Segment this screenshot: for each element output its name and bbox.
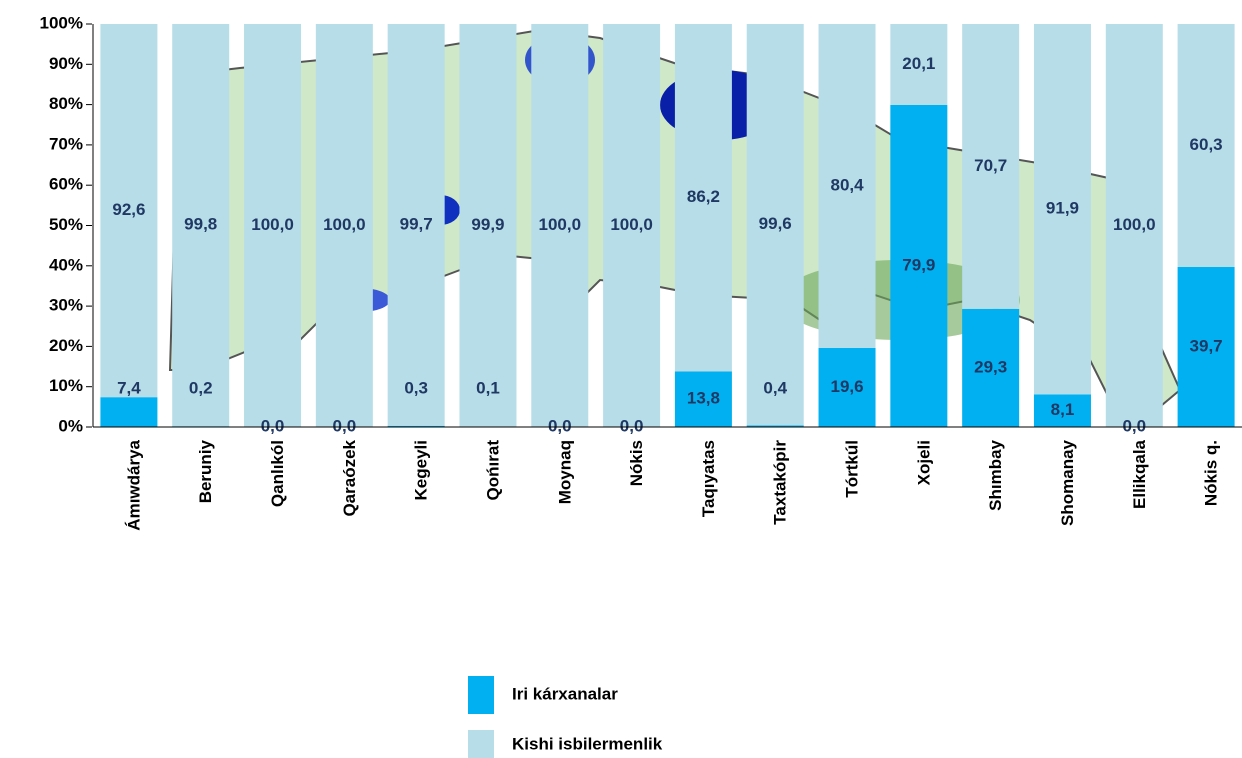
value-label: 92,6: [112, 200, 145, 219]
bar-segment: [962, 24, 1020, 309]
value-label: 20,1: [902, 54, 935, 73]
value-label: 99,6: [759, 214, 792, 233]
value-label: 39,7: [1190, 336, 1223, 355]
value-label: 0,0: [333, 416, 357, 435]
legend-label: Iri kárxanalar: [512, 684, 618, 703]
bar-segment: [1105, 24, 1163, 427]
x-tick-label: Xojeli: [914, 440, 933, 485]
x-tick-label: Taqıyatas: [699, 440, 718, 517]
x-tick-label: Qanlıkól: [268, 440, 287, 507]
x-tick-label: Shımbay: [986, 439, 1005, 510]
value-label: 99,8: [184, 215, 217, 234]
bar-segment: [1177, 267, 1235, 427]
value-label: 0,1: [476, 378, 500, 397]
bar-segment: [962, 308, 1020, 427]
x-tick-label: Qońırat: [483, 440, 502, 501]
y-tick-label: 90%: [49, 54, 83, 73]
bar-segment: [315, 24, 373, 427]
x-tick-label: Beruniy: [196, 439, 215, 503]
value-label: 8,1: [1051, 400, 1075, 419]
legend-label: Kishi isbilermenlik: [512, 734, 663, 753]
value-label: 13,8: [687, 389, 720, 408]
bar-segment: [1177, 24, 1235, 268]
bar-segment: [100, 24, 158, 398]
bar-segment: [890, 105, 948, 428]
bar-segment: [890, 24, 948, 106]
x-tick-label: Taxtakópir: [771, 440, 790, 525]
bar-segment: [100, 397, 158, 427]
bar-segment: [459, 24, 517, 427]
bar-segment: [1033, 24, 1091, 395]
value-label: 100,0: [610, 215, 653, 234]
y-tick-label: 70%: [49, 134, 83, 153]
value-label: 100,0: [539, 215, 582, 234]
x-tick-label: Ellikqala: [1130, 439, 1149, 509]
legend-swatch: [468, 676, 494, 714]
x-tick-label: Ámıwdárya: [124, 439, 143, 530]
y-tick-label: 0%: [58, 416, 83, 435]
value-label: 0,0: [261, 416, 285, 435]
y-tick-label: 100%: [40, 13, 83, 32]
value-label: 80,4: [830, 175, 864, 194]
y-tick-label: 60%: [49, 175, 83, 194]
value-label: 0,0: [548, 416, 572, 435]
value-label: 0,0: [1122, 416, 1146, 435]
x-tick-label: Kegeyli: [412, 440, 431, 500]
value-label: 0,2: [189, 378, 213, 397]
bar-segment: [172, 24, 230, 427]
bar-segment: [674, 371, 732, 427]
bar-segment: [603, 24, 661, 427]
x-tick-label: Tórtkúl: [843, 440, 862, 498]
y-tick-label: 40%: [49, 255, 83, 274]
value-label: 86,2: [687, 187, 720, 206]
x-tick-label: Qaraózek: [340, 439, 359, 516]
value-label: 99,7: [400, 214, 433, 233]
value-label: 99,9: [471, 215, 504, 234]
y-tick-label: 50%: [49, 215, 83, 234]
bar-segment: [818, 348, 876, 427]
x-tick-label: Moynaq: [555, 440, 574, 504]
y-tick-label: 10%: [49, 376, 83, 395]
y-tick-label: 30%: [49, 296, 83, 315]
legend: Iri kárxanalar Kishi isbilermenlik: [468, 676, 663, 758]
value-label: 70,7: [974, 156, 1007, 175]
value-label: 29,3: [974, 357, 1007, 376]
legend-swatch: [468, 730, 494, 758]
y-tick-label: 20%: [49, 336, 83, 355]
value-label: 91,9: [1046, 199, 1079, 218]
value-label: 0,0: [620, 416, 644, 435]
value-label: 7,4: [117, 378, 141, 397]
bar-segment: [531, 24, 589, 427]
bar-segment: [818, 24, 876, 349]
value-label: 100,0: [251, 215, 294, 234]
bar-segment: [387, 425, 445, 427]
value-label: 79,9: [902, 255, 935, 274]
value-label: 60,3: [1190, 135, 1223, 154]
bar-segment: [746, 425, 804, 427]
x-tick-label: Nókis q.: [1202, 440, 1221, 506]
value-label: 0,3: [404, 378, 428, 397]
bar-segment: [746, 24, 804, 426]
x-tick-label: Nókis: [627, 440, 646, 486]
value-label: 100,0: [323, 215, 366, 234]
bar-segment: [244, 24, 302, 427]
bar-segment: [387, 24, 445, 426]
bar-segment: [674, 24, 732, 372]
value-label: 100,0: [1113, 215, 1156, 234]
y-tick-label: 80%: [49, 94, 83, 113]
x-tick-label: Shomanay: [1058, 439, 1077, 526]
bar-segment: [1033, 394, 1091, 427]
value-label: 0,4: [763, 378, 787, 397]
value-label: 19,6: [830, 377, 863, 396]
